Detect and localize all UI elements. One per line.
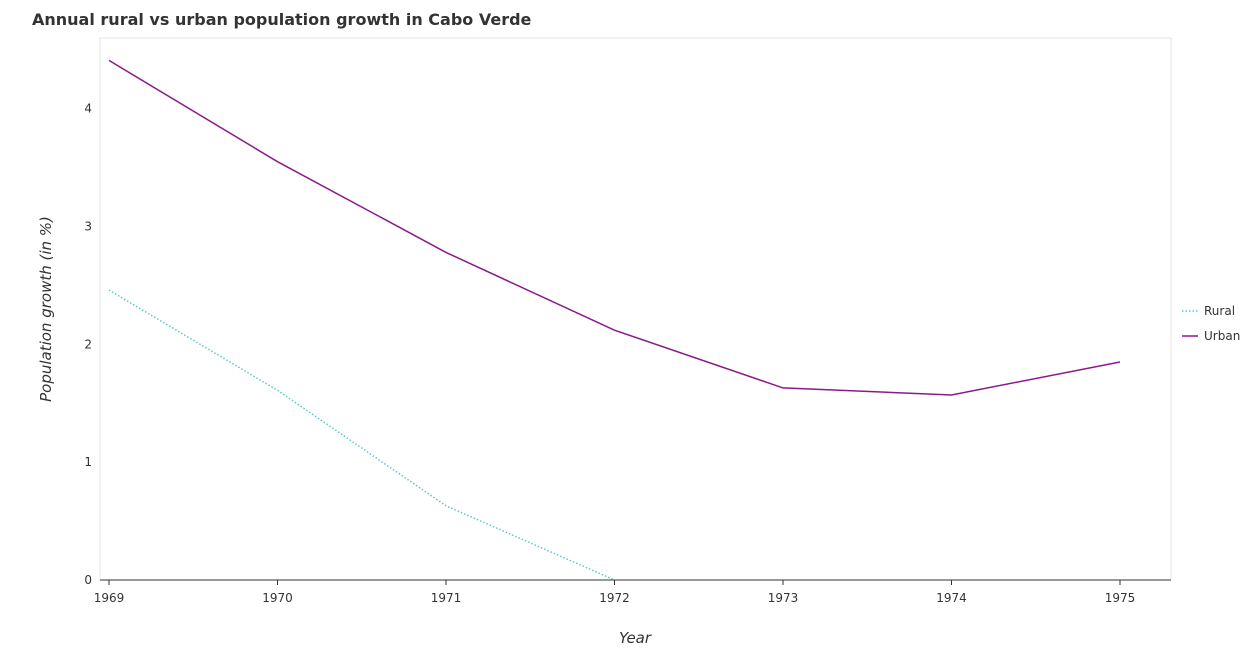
legend-label-urban: Urban: [1204, 329, 1240, 343]
x-tick-label: 1975: [1105, 591, 1136, 605]
x-tick-label: 1969: [94, 591, 125, 605]
legend-label-rural: Rural: [1204, 304, 1235, 318]
chart-title: Annual rural vs urban population growth …: [32, 10, 532, 29]
x-tick-label: 1972: [599, 591, 630, 605]
x-tick-label: 1973: [768, 591, 799, 605]
series-layer: [108, 59, 1121, 581]
y-tick-label: 3: [84, 220, 92, 234]
plot-area: [99, 37, 1172, 581]
x-tick-label: 1974: [936, 591, 967, 605]
y-tick-label: 2: [84, 337, 92, 351]
y-axis-label: Population growth (in %): [37, 216, 55, 402]
x-tick-label: 1970: [262, 591, 293, 605]
y-tick-label: 1: [84, 455, 92, 469]
x-axis-label: Year: [619, 629, 652, 647]
x-tick-label: 1971: [431, 591, 462, 605]
legend: Rural Urban: [1182, 304, 1240, 343]
y-tick-label: 0: [84, 573, 92, 587]
axes: 1969 1970 1971 1972 1973 1974 1975 0 1 2 3 4: [84, 102, 1171, 605]
y-tick-label: 4: [84, 102, 92, 116]
series-line-rural: [108, 289, 615, 581]
series-line-urban: [108, 59, 1121, 396]
